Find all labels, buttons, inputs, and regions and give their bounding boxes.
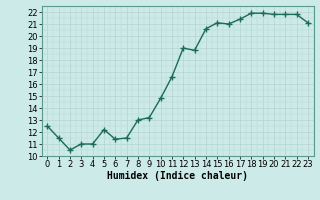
X-axis label: Humidex (Indice chaleur): Humidex (Indice chaleur): [107, 171, 248, 181]
